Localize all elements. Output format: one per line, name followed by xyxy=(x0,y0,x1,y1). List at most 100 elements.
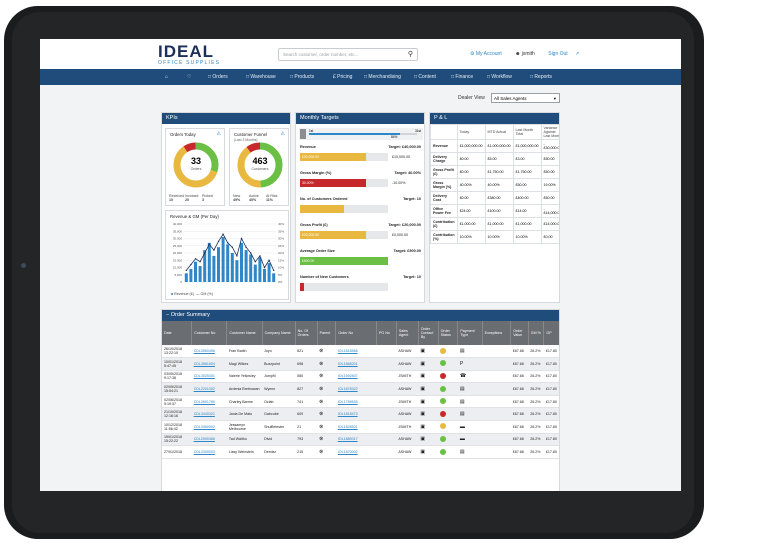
orders-col-header[interactable]: Customer Name xyxy=(226,321,263,345)
target-label: Number of New Customers xyxy=(300,275,349,279)
search-box[interactable]: Search customer, order number, etc... ⚲ xyxy=(278,48,418,61)
order-no-link[interactable]: IOL1692837 xyxy=(335,370,377,384)
pl-cell: £50.00 xyxy=(540,152,559,166)
customer-no-link[interactable]: CDL2590366 xyxy=(191,433,227,447)
order-no-link[interactable]: IOL1868201 xyxy=(335,357,377,371)
pl-cell: £24.00 xyxy=(456,204,486,218)
customer-no-link[interactable]: CDL3440321 xyxy=(191,407,227,422)
search-input[interactable]: Search customer, order number, etc... xyxy=(283,52,359,57)
orders-col-header[interactable]: Parent xyxy=(317,321,337,345)
gm-pct: 26.2% xyxy=(528,420,544,434)
search-icon[interactable]: ⚲ xyxy=(407,51,414,58)
parent-icon[interactable]: ⊗ xyxy=(317,445,336,459)
parent-icon[interactable]: ⊗ xyxy=(317,420,336,434)
table-row[interactable]: 02/06/2018 5:19:37 CDL2601780 Charley Barm… xyxy=(162,395,559,409)
parent-icon[interactable]: ⊗ xyxy=(317,407,336,422)
status-dot xyxy=(438,420,458,434)
nav-products[interactable]: □ Products xyxy=(290,74,315,80)
order-no-link[interactable]: IOL1789635 xyxy=(335,395,377,409)
orders-col-header[interactable]: Payment Type xyxy=(457,321,483,345)
order-no-link[interactable]: IOL1818568 xyxy=(335,345,377,359)
payment-icon: ▤ xyxy=(457,395,483,409)
customer-name: Ardenia Bretnowan xyxy=(226,382,263,396)
table-row[interactable]: 27/01/2018 CDL3300003 Lissy Weinstein Demiz… xyxy=(162,445,559,459)
order-no-link[interactable]: IOL1828501 xyxy=(335,420,377,434)
nav-workflow[interactable]: □ Workflow xyxy=(487,74,512,80)
sign-out-link[interactable]: Sign Out ↗ xyxy=(548,51,580,57)
parent-icon[interactable]: ⊗ xyxy=(317,370,336,384)
orders-col-header[interactable]: Company Name xyxy=(262,321,296,345)
orders-col-header[interactable]: Date xyxy=(162,321,193,345)
table-row[interactable]: 10/01/2018 5:47:45 CDL3561004 Magi Wilkes B… xyxy=(162,357,559,371)
orders-col-header[interactable]: PO No xyxy=(376,321,397,345)
order-value: £67.68 xyxy=(510,407,529,422)
revenue-bar xyxy=(217,247,220,282)
customer-no-link[interactable]: CDL3460002 xyxy=(191,420,227,434)
order-no-link[interactable]: IOL1878322 xyxy=(335,382,377,396)
orders-col-header[interactable]: Customer No xyxy=(191,321,228,345)
info-icon[interactable]: ⚠ xyxy=(280,131,285,137)
target-value: Target: 10 xyxy=(403,197,421,201)
parent-icon[interactable]: ⊗ xyxy=(317,357,336,371)
orders-col-header[interactable]: GM % xyxy=(528,321,545,345)
brand-logo[interactable]: IDEAL OFFICE SUPPLIES xyxy=(158,43,220,66)
heart-icon[interactable]: ♡ xyxy=(187,74,192,80)
customer-no-link[interactable]: CDL2201302 xyxy=(191,382,227,396)
funnel-value: 463 xyxy=(252,156,268,166)
nav-warehouse[interactable]: □ Warehouse xyxy=(246,74,276,80)
customer-no-link[interactable]: CDL3561004 xyxy=(191,357,227,371)
funnel-sub: Customers xyxy=(251,167,269,171)
header-links: ⚙ My Account ☻ jsmith Sign Out ↗ xyxy=(470,51,585,57)
customer-no-link[interactable]: CDL3560456 xyxy=(191,345,227,359)
table-row[interactable]: 19/01/2018 15:22:22 CDL2590366 Tad Walthu D… xyxy=(162,433,559,447)
pl-cell: £0.00 xyxy=(456,191,486,205)
table-row[interactable]: 03/05/2018 9:17:38 CDL3025301 Valerie Yell… xyxy=(162,370,559,384)
status-dot xyxy=(438,407,458,422)
sales-agent: JSMITH xyxy=(396,370,419,384)
nav-finance[interactable]: □ Finance xyxy=(451,74,474,80)
order-no-link[interactable]: IOL1818473 xyxy=(335,407,377,422)
orders-col-header[interactable]: Exceptions xyxy=(482,321,512,345)
home-icon[interactable]: ⌂ xyxy=(165,74,169,80)
orders-col-header[interactable]: Sales Agent xyxy=(396,321,419,345)
my-account-link[interactable]: ⚙ My Account xyxy=(470,51,502,57)
nav-content[interactable]: □ Content xyxy=(414,74,436,80)
parent-icon[interactable]: ⊗ xyxy=(317,382,336,396)
orders-col-header[interactable]: Order Status xyxy=(438,321,459,345)
orders-col-header[interactable]: Order No xyxy=(335,321,378,345)
user-label: jsmith xyxy=(521,51,535,57)
orders-col-header[interactable]: No. Of Orders xyxy=(295,321,318,345)
dashboard-content: Dealer View All Sales Agents ▾ KPIs Order… xyxy=(40,85,681,491)
company-name: Gabcube xyxy=(262,407,296,422)
target-bar: £500.00 xyxy=(300,257,388,265)
orders-col-header[interactable]: GP xyxy=(543,321,559,345)
nav-orders[interactable]: □ Orders xyxy=(208,74,228,80)
revenue-bar xyxy=(226,244,230,282)
orders-col-header[interactable]: Order Contact By xyxy=(418,321,439,345)
parent-icon[interactable]: ⊗ xyxy=(317,395,336,409)
pl-cell: £1,750.00 xyxy=(484,165,514,179)
orders-col-header[interactable]: Order Value xyxy=(510,321,529,345)
y2-tick-label: 30% xyxy=(278,237,284,241)
revenue-bar xyxy=(230,253,234,282)
pl-col-header: Today xyxy=(456,124,486,140)
dealer-select[interactable]: All Sales Agents ▾ xyxy=(491,93,560,103)
nav-pricing[interactable]: £ Pricing xyxy=(333,74,353,80)
table-row[interactable]: 02/05/2018 15:54:21 CDL2201302 Ardenia Bre… xyxy=(162,382,559,396)
customer-no-link[interactable]: CDL3025301 xyxy=(191,370,227,384)
nav-merchandising[interactable]: □ Merchandising xyxy=(364,74,401,80)
tablet-frame: IDEAL OFFICE SUPPLIES Search customer, o… xyxy=(4,6,704,539)
table-row[interactable]: 21/10/2018 12:16:16 CDL3440321 Jania De Ma… xyxy=(162,407,559,422)
company-name: Divid xyxy=(262,433,296,447)
info-icon[interactable]: ⚠ xyxy=(216,131,221,137)
customer-no-link[interactable]: CDL3300003 xyxy=(191,445,227,459)
table-row[interactable]: 26/10/2018 13:22:10 CDL3560456 Fran Barlin… xyxy=(162,345,559,359)
parent-icon[interactable]: ⊗ xyxy=(317,345,336,359)
table-row[interactable]: 10/12/2018 11:56:42 CDL3460002 Jessamyn Me… xyxy=(162,420,559,434)
order-no-link[interactable]: IOL1880017 xyxy=(335,433,377,447)
order-no-link[interactable]: IOL1870002 xyxy=(335,445,377,459)
parent-icon[interactable]: ⊗ xyxy=(317,433,336,447)
orders-count: 580 xyxy=(295,370,318,384)
customer-no-link[interactable]: CDL2601780 xyxy=(191,395,227,409)
nav-reports[interactable]: □ Reports xyxy=(530,74,552,80)
